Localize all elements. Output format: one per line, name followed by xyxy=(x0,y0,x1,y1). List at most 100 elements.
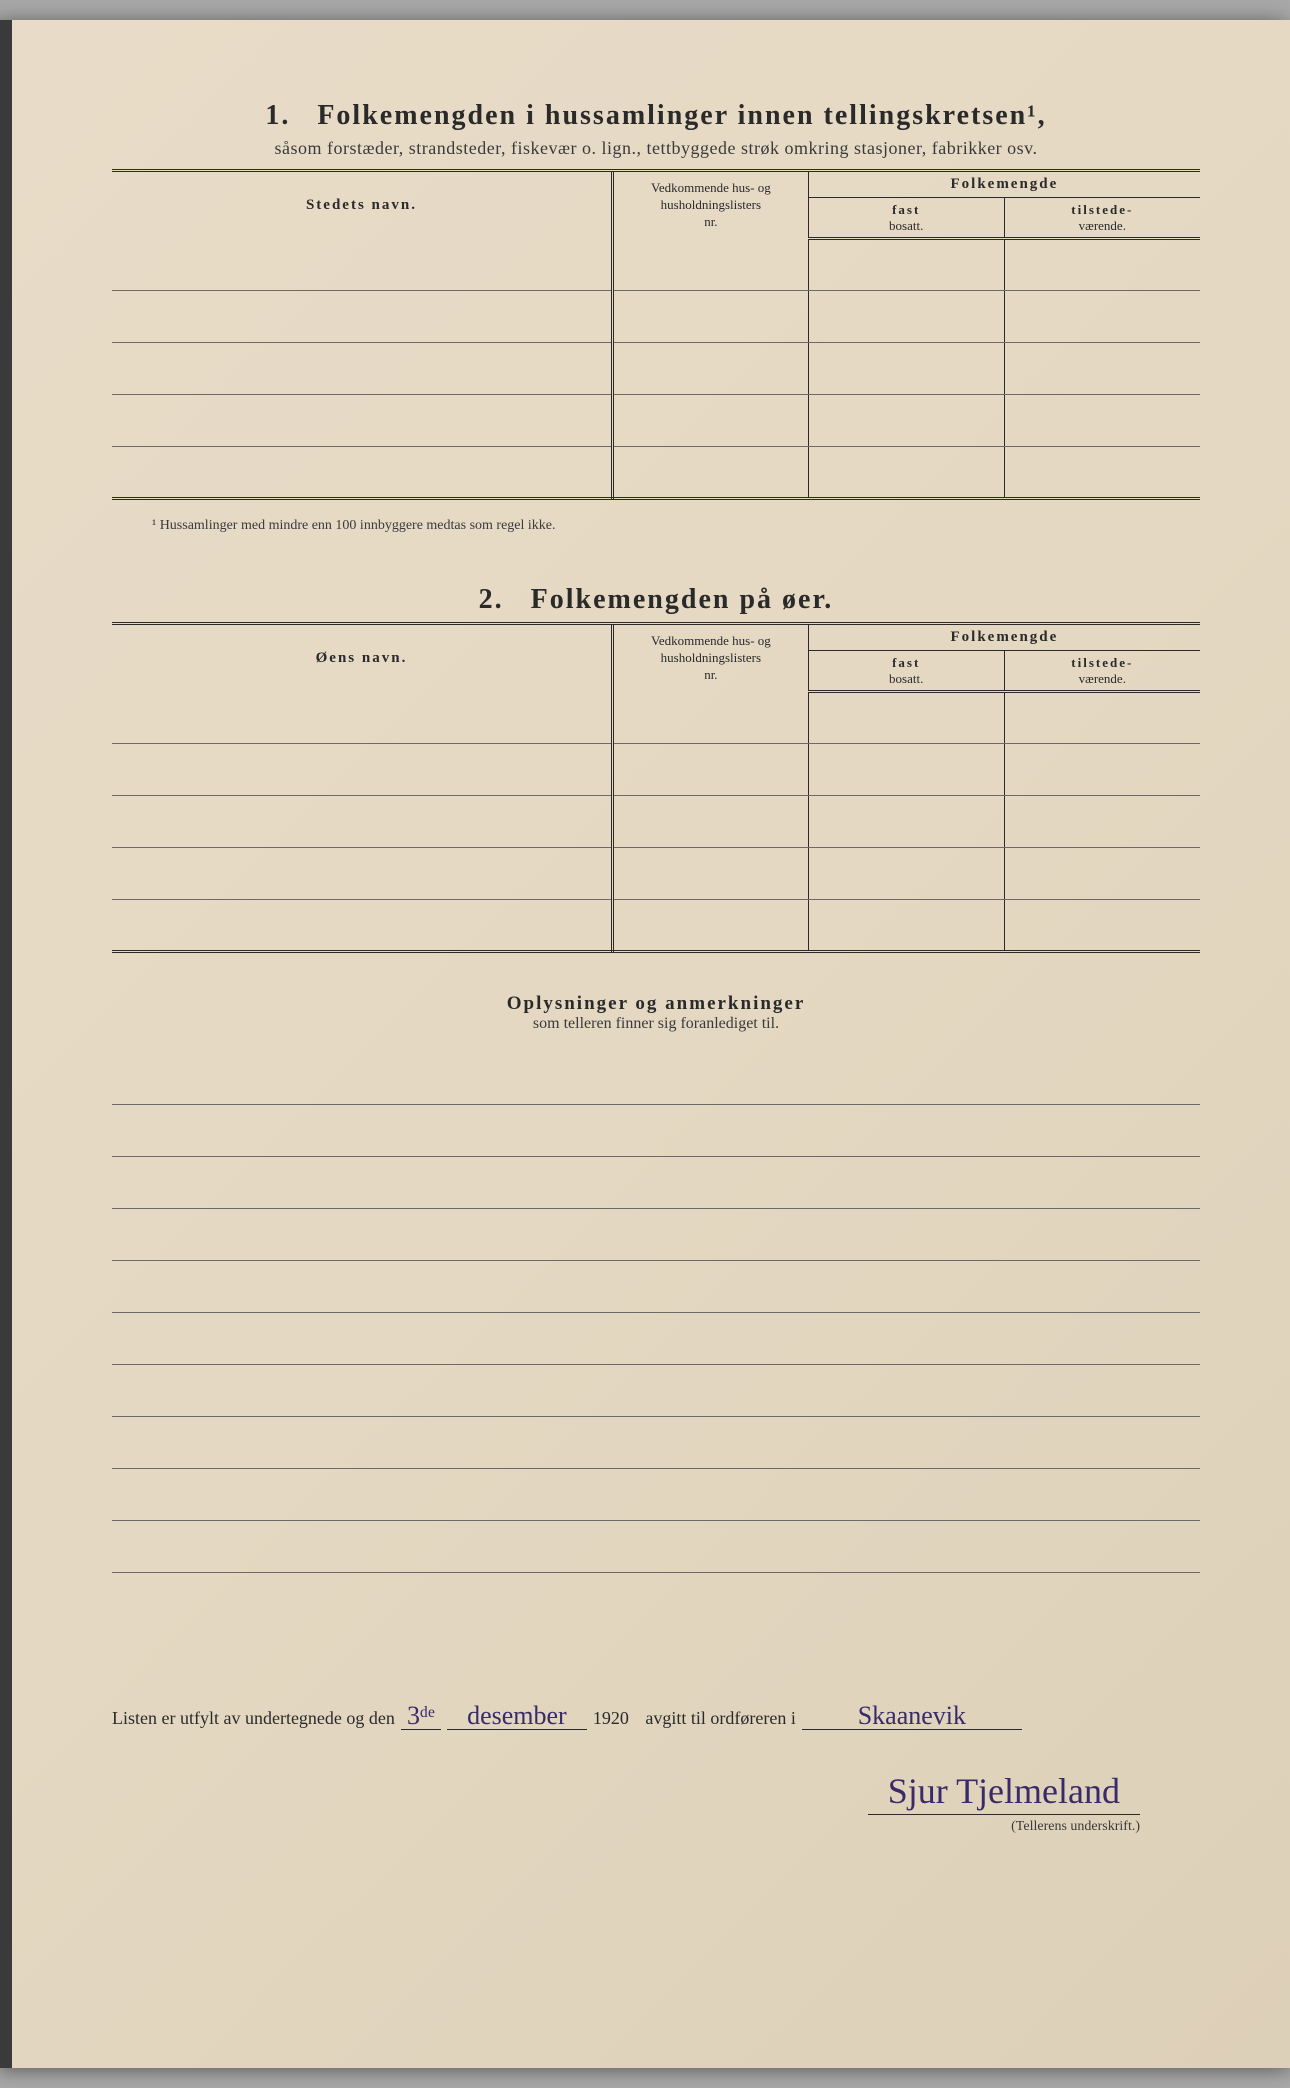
col-tilstede2: tilstede- værende. xyxy=(1004,651,1200,692)
section1-subtitle: såsom forstæder, strandsteder, fiskevær … xyxy=(112,138,1200,159)
table-cell xyxy=(612,796,808,848)
col-folkemengde2: Folkemengde xyxy=(808,625,1200,651)
sig-date-day: 3ᵈᵉ xyxy=(401,1703,441,1730)
table-row xyxy=(112,447,1200,499)
table-cell xyxy=(1004,239,1200,291)
fast-l1: fast xyxy=(892,202,920,217)
table-cell xyxy=(112,343,612,395)
sig-mid: avgitt til ordføreren i xyxy=(645,1708,795,1729)
table-row xyxy=(112,343,1200,395)
lister2-l2: husholdningslisters xyxy=(661,650,761,665)
col-fast2: fast bosatt. xyxy=(808,651,1004,692)
section1-title-text: Folkemengden i hussamlinger innen tellin… xyxy=(317,100,1046,131)
table-cell xyxy=(612,239,808,291)
table-cell xyxy=(808,447,1004,499)
signature-name: Sjur Tjelmeland xyxy=(868,1770,1140,1815)
col-fast: fast bosatt. xyxy=(808,198,1004,239)
table-cell xyxy=(612,447,808,499)
sig-prefix: Listen er utfylt av undertegnede og den xyxy=(112,1708,395,1729)
signature-line: Listen er utfylt av undertegnede og den … xyxy=(112,1703,1200,1730)
remark-line xyxy=(112,1105,1200,1157)
table-cell xyxy=(808,291,1004,343)
table-row xyxy=(112,744,1200,796)
sig-place: Skaanevik xyxy=(802,1703,1022,1730)
section1-table: Stedets navn. Vedkommende hus- og hushol… xyxy=(112,172,1200,500)
signature-right: Sjur Tjelmeland (Tellerens underskrift.) xyxy=(112,1770,1200,1835)
table-cell xyxy=(1004,447,1200,499)
remark-line xyxy=(112,1053,1200,1105)
remark-line xyxy=(112,1365,1200,1417)
sig-year: 1920 xyxy=(593,1708,629,1729)
table-cell xyxy=(612,291,808,343)
table-cell xyxy=(1004,343,1200,395)
col-stedets-navn: Stedets navn. xyxy=(112,172,612,239)
table-cell xyxy=(1004,848,1200,900)
remarks-title: Oplysninger og anmerkninger xyxy=(112,993,1200,1015)
tilstede2-l2: værende. xyxy=(1079,671,1126,686)
table-cell xyxy=(612,692,808,744)
remark-line xyxy=(112,1521,1200,1573)
table-cell xyxy=(1004,291,1200,343)
remark-line xyxy=(112,1157,1200,1209)
table-cell xyxy=(112,291,612,343)
section1-number: 1. xyxy=(265,100,290,131)
table-cell xyxy=(808,395,1004,447)
table-cell xyxy=(808,848,1004,900)
lister-l2: husholdningslisters xyxy=(661,197,761,212)
lister2-l1: Vedkommende hus- og xyxy=(651,633,771,648)
table-cell xyxy=(112,447,612,499)
census-form-page: 1. Folkemengden i hussamlinger innen tel… xyxy=(0,20,1290,2068)
remark-line xyxy=(112,1469,1200,1521)
table-cell xyxy=(808,343,1004,395)
section1-footnote: ¹ Hussamlinger med mindre enn 100 innbyg… xyxy=(112,518,1200,534)
remark-line xyxy=(112,1417,1200,1469)
table-cell xyxy=(112,395,612,447)
col-oens-navn: Øens navn. xyxy=(112,625,612,692)
table-row xyxy=(112,900,1200,952)
section2-title: 2. Folkemengden på øer. xyxy=(112,584,1200,616)
table-cell xyxy=(112,900,612,952)
remark-line xyxy=(112,1209,1200,1261)
lister2-l3: nr. xyxy=(704,667,717,682)
section2-title-text: Folkemengden på øer. xyxy=(531,584,834,615)
table-cell xyxy=(808,796,1004,848)
table-cell xyxy=(808,239,1004,291)
remark-line xyxy=(112,1261,1200,1313)
table-cell xyxy=(1004,744,1200,796)
col-lister: Vedkommende hus- og husholdningslisters … xyxy=(612,172,808,239)
signature-label: (Tellerens underskrift.) xyxy=(112,1819,1140,1835)
table-cell xyxy=(1004,796,1200,848)
table-cell xyxy=(808,692,1004,744)
table-cell xyxy=(612,395,808,447)
lister-l3: nr. xyxy=(704,214,717,229)
table-row xyxy=(112,796,1200,848)
table-cell xyxy=(612,744,808,796)
table-row xyxy=(112,848,1200,900)
table-cell xyxy=(112,239,612,291)
table-cell xyxy=(612,848,808,900)
table-cell xyxy=(1004,692,1200,744)
table-row xyxy=(112,291,1200,343)
section2-table: Øens navn. Vedkommende hus- og husholdni… xyxy=(112,625,1200,953)
table-cell xyxy=(112,744,612,796)
fast-l2: bosatt. xyxy=(889,218,923,233)
lister-l1: Vedkommende hus- og xyxy=(651,180,771,195)
col-lister2: Vedkommende hus- og husholdningslisters … xyxy=(612,625,808,692)
table-cell xyxy=(112,796,612,848)
table-cell xyxy=(1004,900,1200,952)
tilstede-l2: værende. xyxy=(1079,218,1126,233)
table-row xyxy=(112,239,1200,291)
fast2-l2: bosatt. xyxy=(889,671,923,686)
fast2-l1: fast xyxy=(892,655,920,670)
remark-line xyxy=(112,1313,1200,1365)
sig-date-month: desember xyxy=(447,1703,587,1730)
col-tilstede: tilstede- værende. xyxy=(1004,198,1200,239)
section1-title: 1. Folkemengden i hussamlinger innen tel… xyxy=(112,100,1200,132)
table-cell xyxy=(1004,395,1200,447)
table-row xyxy=(112,692,1200,744)
section2-number: 2. xyxy=(479,584,504,615)
tilstede-l1: tilstede- xyxy=(1071,202,1133,217)
table-cell xyxy=(612,900,808,952)
table-cell xyxy=(112,848,612,900)
table-cell xyxy=(808,900,1004,952)
